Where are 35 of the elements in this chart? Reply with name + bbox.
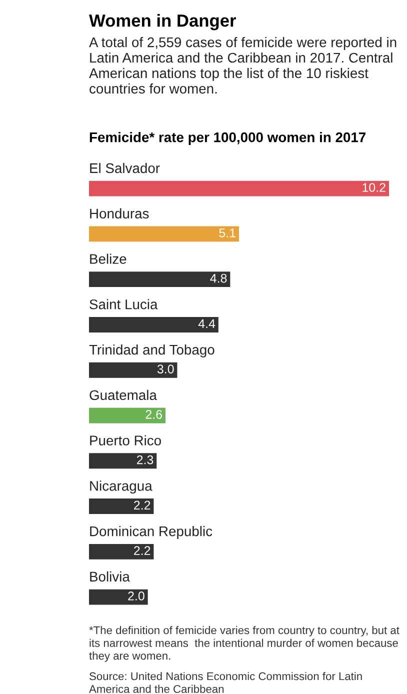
text: *The definition of femicide varies from country to country, but at its narrowest means the intentional murder of women because they are women.	[89, 626, 400, 662]
data-label: 5.1	[219, 228, 236, 238]
y-tick-label: El Salvador	[90, 162, 160, 174]
bar	[89, 180, 389, 196]
data-label: 2.3	[136, 455, 154, 464]
data-label: 2.6	[146, 410, 162, 419]
bar	[89, 272, 230, 288]
bar	[89, 589, 148, 605]
chart-title: Women in Danger	[89, 14, 236, 30]
y-tick-label: Saint Lucia	[90, 299, 158, 310]
bar	[89, 544, 154, 560]
x-axis-title: Femicide* rate per 100,000 women in 2017	[90, 132, 366, 145]
chart-subtitle: A total of 2,559 cases of femicide were reported in Latin America and the Caribbean in 2017. Central American nations top the list of the 10 riskiest countries for women.	[89, 37, 396, 94]
y-tick-label: Guatemala	[90, 390, 157, 400]
bar	[89, 226, 239, 242]
data-label: 10.2	[362, 183, 386, 192]
data-label: 2.0	[128, 592, 144, 600]
bar	[89, 362, 178, 378]
data-label: 4.8	[210, 274, 227, 283]
data-label: 2.2	[134, 500, 150, 510]
data-label: 4.4	[198, 319, 216, 328]
y-tick-label: Trinidad and Tobago	[89, 344, 214, 358]
bar	[89, 317, 218, 332]
y-tick-label: Honduras	[90, 208, 149, 219]
y-tick-label: Dominican Republic	[90, 526, 212, 539]
bar	[89, 408, 166, 424]
y-tick-label: Nicaragua	[90, 480, 152, 494]
data-label: 2.2	[134, 546, 150, 555]
source-note: Source: United Nations Economic Commission for Latin America and the Caribbean	[89, 672, 362, 693]
y-tick-label: Puerto Rico	[90, 435, 161, 446]
data-label: 3.0	[157, 364, 174, 374]
y-tick-label: Bolivia	[90, 571, 130, 582]
bar	[89, 498, 154, 514]
bar	[89, 453, 157, 469]
y-tick-label: Belize	[90, 254, 126, 264]
